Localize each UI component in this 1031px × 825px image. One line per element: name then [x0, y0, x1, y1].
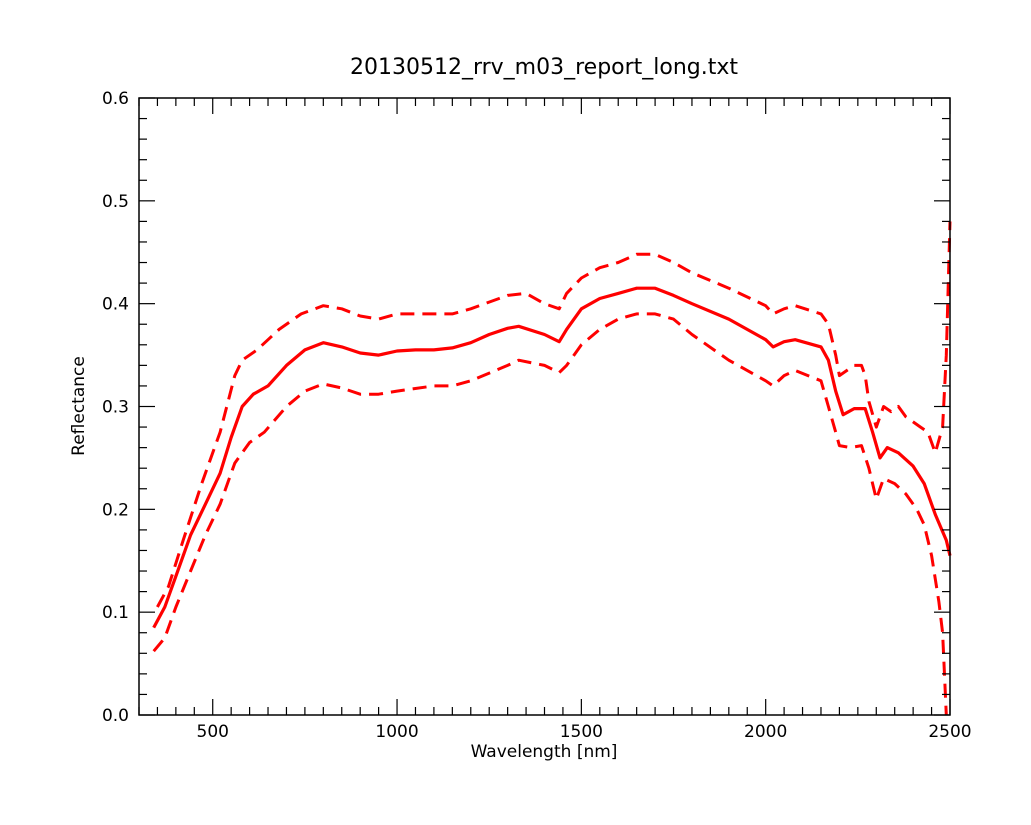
y-tick-label: 0.3	[102, 398, 129, 418]
y-tick-label: 0.6	[102, 89, 129, 109]
y-axis: 0.0 0.1 0.2 0.3 0.4 0.5 0.6	[102, 89, 950, 726]
mean-line	[152, 286, 952, 629]
y-axis-label: Reflectance	[69, 356, 89, 456]
lower-bound-line	[152, 312, 948, 716]
y-tick-label: 0.2	[102, 500, 129, 520]
x-tick-label: 1000	[375, 722, 418, 742]
x-axis: 500 1000 1500 2000 2500	[138, 98, 972, 742]
x-tick-label: 1500	[560, 722, 603, 742]
upper-bound-line	[156, 221, 952, 608]
x-axis-label: Wavelength [nm]	[471, 742, 618, 762]
plot-series	[152, 221, 952, 716]
chart-title: 20130512_rrv_m03_report_long.txt	[350, 55, 738, 80]
x-tick-label: 500	[197, 722, 229, 742]
y-tick-label: 0.4	[102, 295, 129, 315]
y-tick-label: 0.5	[102, 192, 129, 212]
y-tick-label: 0.1	[102, 603, 129, 623]
x-tick-label: 2500	[928, 722, 971, 742]
y-tick-label: 0.0	[102, 706, 129, 726]
x-tick-label: 2000	[744, 722, 787, 742]
